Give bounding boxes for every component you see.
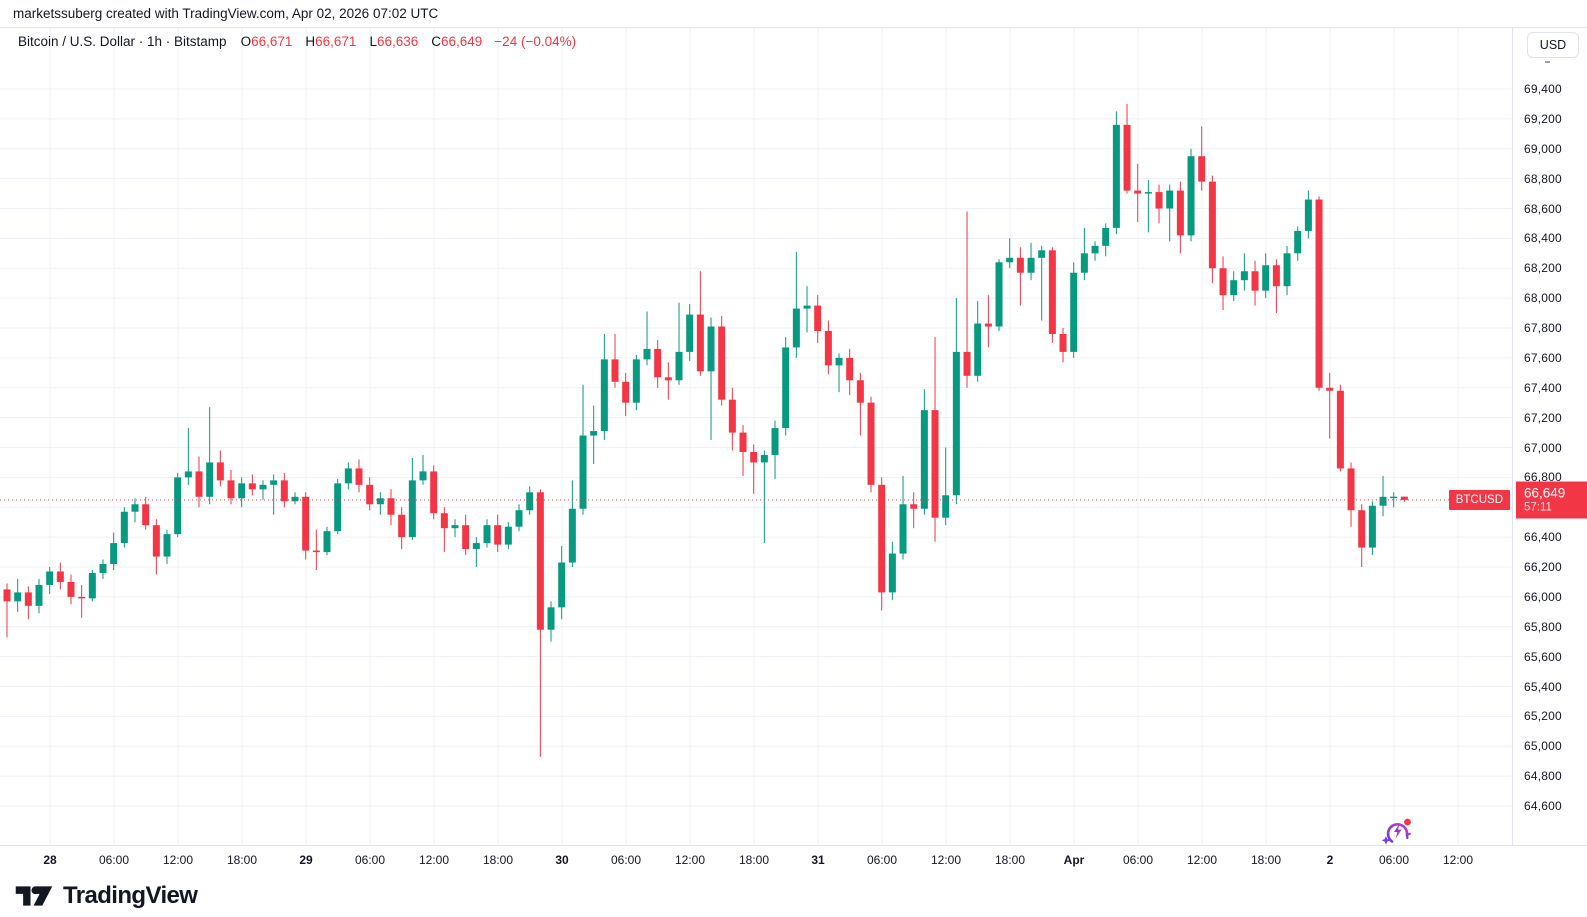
price-axis-label: 65,400 — [1524, 679, 1562, 694]
price-axis-label: 68,600 — [1524, 201, 1562, 216]
price-axis-label: 68,400 — [1524, 231, 1562, 246]
symbol-title[interactable]: Bitcoin / U.S. Dollar · 1h · Bitstamp — [18, 34, 227, 49]
low-label: L — [369, 34, 377, 49]
price-axis-label: 67,000 — [1524, 440, 1562, 455]
time-axis-label: 12:00 — [674, 853, 706, 867]
time-axis-label: 06:00 — [1378, 853, 1410, 867]
symbol-bar: Bitcoin / U.S. Dollar · 1h · Bitstamp O6… — [18, 34, 576, 49]
time-axis-label: 12:00 — [1442, 853, 1474, 867]
open-label: O — [240, 34, 252, 49]
price-axis-label: 65,800 — [1524, 619, 1562, 634]
time-axis-label: 30 — [555, 853, 569, 867]
currency-toggle-button[interactable]: USD — [1527, 32, 1579, 58]
price-axis-label: 67,400 — [1524, 380, 1562, 395]
attribution-text: marketssuberg created with TradingView.c… — [13, 6, 439, 21]
time-axis-label: 12:00 — [162, 853, 194, 867]
price-axis-label: 67,600 — [1524, 350, 1562, 365]
price-axis-label: 66,800 — [1524, 470, 1562, 485]
refresh-icon-glyph — [1381, 818, 1411, 845]
refresh-icon[interactable] — [1380, 814, 1414, 848]
chart-pane[interactable]: Bitcoin / U.S. Dollar · 1h · Bitstamp O6… — [0, 28, 1512, 845]
time-axis-label: Apr — [1063, 853, 1085, 867]
time-axis-label: 06:00 — [866, 853, 898, 867]
time-axis-label: 18:00 — [994, 853, 1026, 867]
price-axis-label: 64,800 — [1524, 769, 1562, 784]
time-axis[interactable]: 28 06:00 12:00 18:00 29 06:00 12:00 18:00 30 06:0… — [0, 845, 1587, 875]
time-axis-label: 29 — [299, 853, 313, 867]
time-axis-label: 18:00 — [226, 853, 258, 867]
price-axis-label: 68,800 — [1524, 171, 1562, 186]
time-axis-label: 12:00 — [930, 853, 962, 867]
price-axis-label: 68,200 — [1524, 261, 1562, 276]
price-axis-label: 66,400 — [1524, 530, 1562, 545]
price-axis-label: 67,200 — [1524, 410, 1562, 425]
price-axis-label: 66,200 — [1524, 560, 1562, 574]
price-axis-label: 69,400 — [1524, 82, 1562, 96]
price-axis-label: 69,000 — [1524, 141, 1562, 156]
price-axis-label: 65,600 — [1524, 649, 1562, 664]
price-axis-label: 68,000 — [1524, 291, 1562, 306]
time-axis-label: 18:00 — [1250, 853, 1282, 867]
price-axis[interactable]: USD 66,649 57:11 64,600 64,800 65,000 65,20… — [1512, 28, 1587, 845]
time-axis-label: 2 — [1326, 853, 1334, 867]
tradingview-logo[interactable]: TradingView — [14, 882, 198, 910]
last-price-chip: 66,649 57:11 — [1516, 481, 1587, 519]
last-price-symbol-flag: BTCUSD — [1448, 489, 1510, 510]
attribution-bar: marketssuberg created with TradingView.c… — [0, 0, 1587, 28]
price-axis-label: 69,200 — [1524, 111, 1562, 126]
last-price-value: 66,649 — [1524, 485, 1566, 501]
close-value: 66,649 — [441, 34, 483, 49]
time-axis-label: 31 — [811, 853, 825, 867]
low-value: 66,636 — [376, 34, 419, 49]
price-axis-label: 64,600 — [1524, 799, 1562, 813]
footer-bar: TradingView — [0, 875, 1587, 917]
time-axis-label: 06:00 — [98, 853, 130, 867]
time-axis-label: 28 — [43, 853, 57, 867]
symbol-chip-text: BTCUSD — [1455, 493, 1503, 506]
change-value: −24 (−0.04%) — [494, 34, 577, 49]
bar-countdown: 57:11 — [1524, 501, 1552, 514]
high-label: H — [305, 34, 316, 49]
time-axis-label: 12:00 — [418, 853, 450, 867]
high-value: 66,671 — [315, 34, 357, 49]
axis-scale-dash — [1545, 61, 1550, 63]
time-axis-label: 12:00 — [1186, 853, 1218, 867]
open-value: 66,671 — [251, 34, 293, 49]
tradingview-logo-icon — [15, 886, 53, 906]
time-axis-label: 06:00 — [354, 853, 386, 867]
close-label: C — [431, 34, 441, 49]
price-axis-label: 65,000 — [1524, 739, 1562, 754]
price-axis-label: 66,000 — [1524, 589, 1562, 604]
time-axis-label: 18:00 — [482, 853, 514, 867]
ohlc-readout: O66,671 H66,671 L66,636 C66,649 — [241, 34, 483, 49]
tradingview-logo-text: TradingView — [63, 882, 198, 909]
price-axis-label: 67,800 — [1524, 321, 1562, 335]
time-axis-label: 06:00 — [610, 853, 642, 867]
time-axis-label: 18:00 — [738, 853, 770, 867]
candlestick-chart[interactable] — [0, 28, 1512, 845]
time-axis-label: 06:00 — [1122, 853, 1154, 867]
price-axis-label: 65,200 — [1524, 709, 1562, 724]
